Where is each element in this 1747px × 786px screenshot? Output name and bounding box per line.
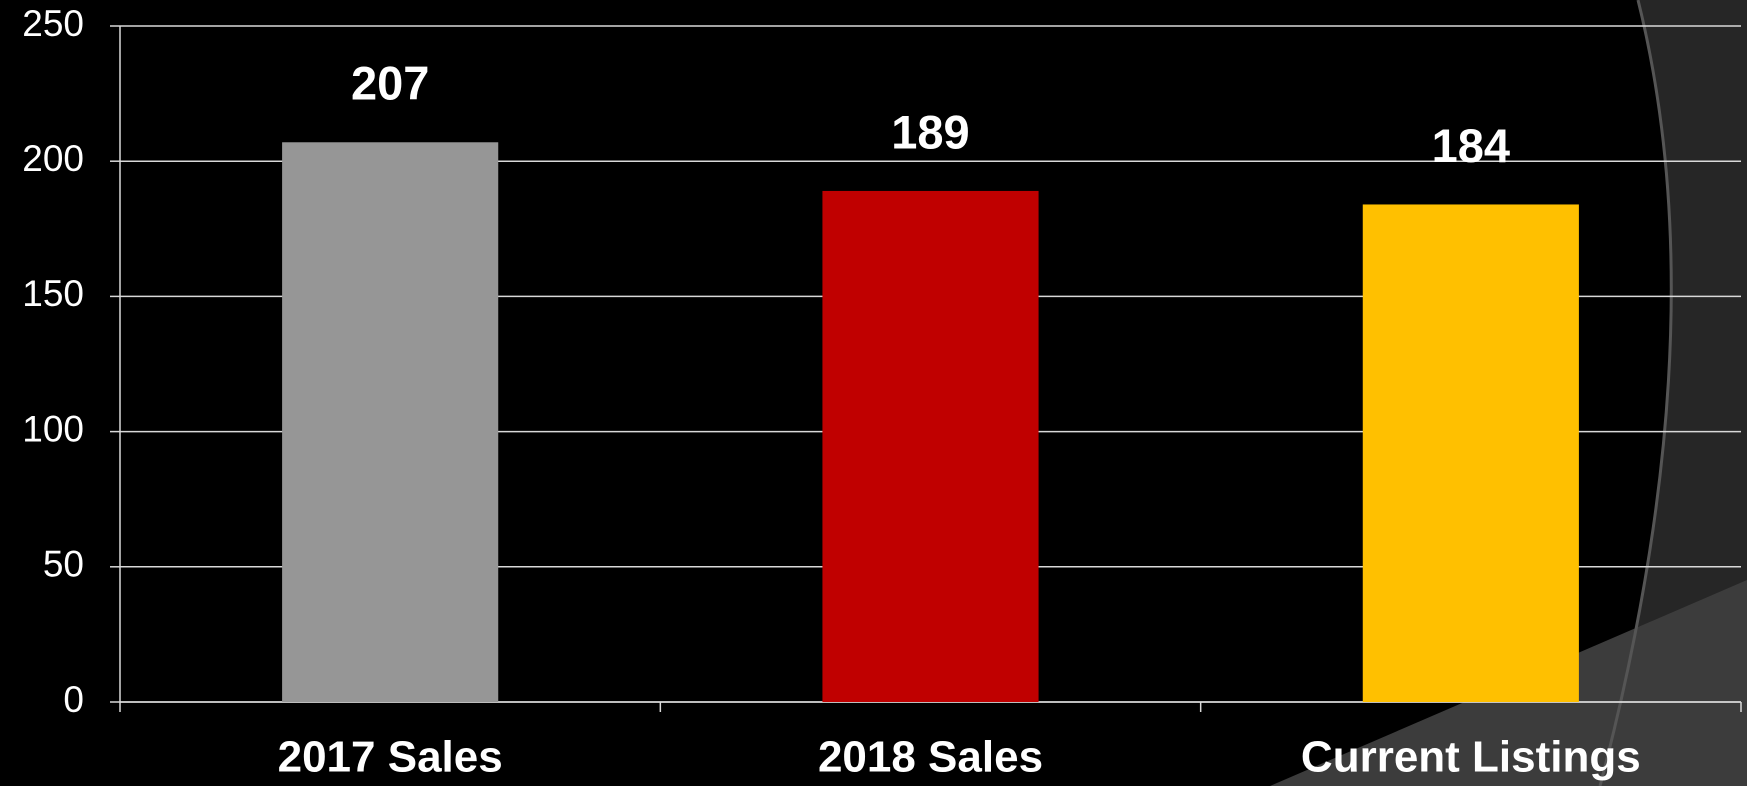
data-label: 189 [891, 105, 969, 158]
y-tick-label: 0 [63, 679, 84, 720]
data-label: 207 [351, 57, 429, 110]
data-label: 184 [1432, 119, 1510, 172]
bar [822, 190, 1039, 702]
decor-curve [1600, 0, 1747, 786]
x-tick-label: Current Listings [1301, 733, 1641, 782]
x-tick-label: 2017 Sales [278, 733, 503, 782]
y-tick-label: 200 [22, 138, 84, 179]
x-tick-label: 2018 Sales [818, 733, 1043, 782]
y-tick-label: 150 [22, 273, 84, 314]
y-tick-label: 100 [22, 408, 84, 449]
bar [1362, 204, 1579, 703]
y-tick-label: 50 [43, 544, 84, 585]
bar [282, 142, 499, 703]
y-tick-label: 250 [22, 3, 84, 44]
decor-edge [1598, 0, 1673, 786]
